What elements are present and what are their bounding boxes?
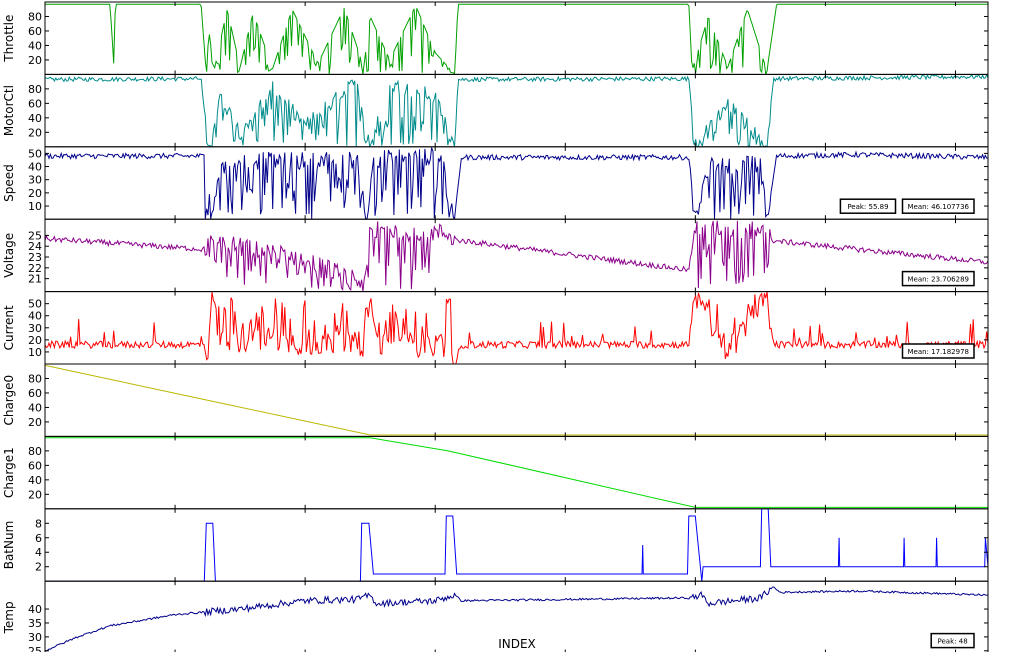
panel-batnum: 2 46 8 BatNum [2,508,989,582]
panel-frame [44,218,989,293]
y-tick-label: 25 [28,645,42,652]
y-tick-label: 60 [28,25,42,38]
panel-frame [44,291,989,365]
y-axis-label-batnum: BatNum [2,521,16,570]
stat-box [839,198,897,214]
y-tick-label: 60 [28,97,42,110]
series-line-throttle [45,3,988,75]
stat-label: Mean: 46.107736 [907,203,969,211]
y-tick-label: 8 [35,517,42,530]
y-tick-label: 2 [35,561,42,574]
y-tick-label: 80 [28,83,42,96]
series-line-speed [45,147,988,220]
stat-label: Mean: 23.706289 [907,276,969,284]
stat-box [930,632,975,649]
y-tick-label: 20 [28,334,42,347]
y-tick-label: 20 [28,187,42,200]
series-line-batnum [45,508,988,582]
y-tick-label: 20 [28,488,42,501]
stat-box [901,343,975,359]
series-line-charge0 [45,364,988,436]
panel-frame [44,435,989,510]
y-tick-label: 22 [28,262,42,275]
y-tick-label: 40 [28,112,42,125]
y-axis-label-current: Current [2,305,16,350]
y-tick-label: 60 [28,459,42,472]
y-tick-label: 50 [28,147,42,160]
y-tick-label: 23 [28,251,42,264]
y-tick-label: 4 [35,546,42,559]
panel-frame [44,73,989,148]
stat-label: Peak: 55.89 [847,203,888,211]
y-axis-label-speed: Speed [2,164,16,202]
y-axis-label-charge1: Charge1 [2,447,16,498]
y-tick-label: 20 [28,126,42,139]
y-tick-label: 6 [35,532,42,545]
series-line-motorctl [45,74,988,147]
y-tick-label: 40 [28,161,42,174]
panel-frame [44,363,989,437]
y-tick-label: 40 [28,310,42,323]
y-tick-label: 80 [28,445,42,458]
stat-label: Mean: 17.182978 [907,348,969,356]
y-axis-label-temp: Temp [2,601,16,634]
y-tick-label: 40 [28,401,42,414]
y-tick-label: 35 [28,617,42,630]
y-axis-label-throttle: Throttle [2,15,16,63]
panel-frame [44,1,989,75]
y-tick-label: 20 [28,54,42,67]
series-line-temp [45,586,988,652]
y-tick-label: 21 [28,273,42,286]
series-line-current [45,291,988,365]
y-tick-label: 40 [28,39,42,52]
y-tick-label: 30 [28,631,42,644]
y-tick-label: 30 [28,174,42,187]
y-axis-label-charge0: Charge0 [2,375,16,426]
series-line-voltage [45,220,988,292]
y-tick-label: 40 [28,474,42,487]
y-tick-label: 24 [28,240,42,253]
stat-label: Peak: 48 [938,638,968,646]
stat-box [901,198,975,214]
stat-box [901,270,975,287]
panel-frame [44,508,989,582]
y-tick-label: 60 [28,387,42,400]
y-tick-label: 80 [28,372,42,385]
y-axis-label-motorctl: MotorCtl [2,85,16,136]
x-axis-label: INDEX [498,637,536,651]
y-tick-label: 50 [28,298,42,311]
y-axis-label-voltage: Voltage [2,233,16,278]
y-tick-label: 80 [28,10,42,23]
y-tick-label: 30 [28,322,42,335]
y-tick-label: 20 [28,416,42,429]
y-tick-label: 10 [28,346,42,359]
y-tick-label: 25 [28,229,42,242]
series-line-charge1 [45,437,988,508]
y-tick-label: 10 [28,200,42,213]
y-tick-label: 40 [28,603,42,616]
